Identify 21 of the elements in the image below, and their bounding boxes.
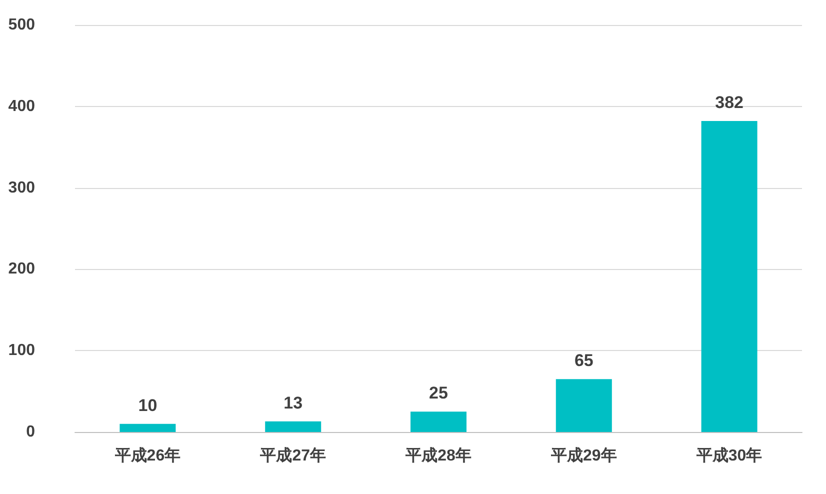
y-tick-label: 100	[8, 342, 36, 360]
data-label: 13	[284, 393, 303, 412]
bar	[410, 412, 466, 432]
data-label: 25	[429, 384, 448, 403]
data-label: 10	[138, 396, 158, 415]
y-tick-label: 200	[8, 260, 36, 278]
x-tick-label: 平成29年	[550, 446, 617, 464]
bar	[556, 379, 612, 432]
y-tick-label: 500	[8, 16, 36, 34]
data-label: 65	[574, 351, 594, 370]
x-tick-label: 平成30年	[695, 446, 762, 464]
bar	[265, 421, 322, 432]
x-tick-label: 平成28年	[404, 446, 472, 464]
y-tick-label: 300	[8, 179, 36, 196]
y-tick-label: 0	[26, 424, 36, 440]
x-tick-label: 平成27年	[259, 446, 326, 464]
data-label: 382	[715, 93, 744, 112]
y-tick-label: 400	[8, 98, 36, 115]
bar	[120, 424, 176, 432]
bar	[701, 121, 758, 432]
x-tick-label: 平成26年	[114, 446, 181, 464]
